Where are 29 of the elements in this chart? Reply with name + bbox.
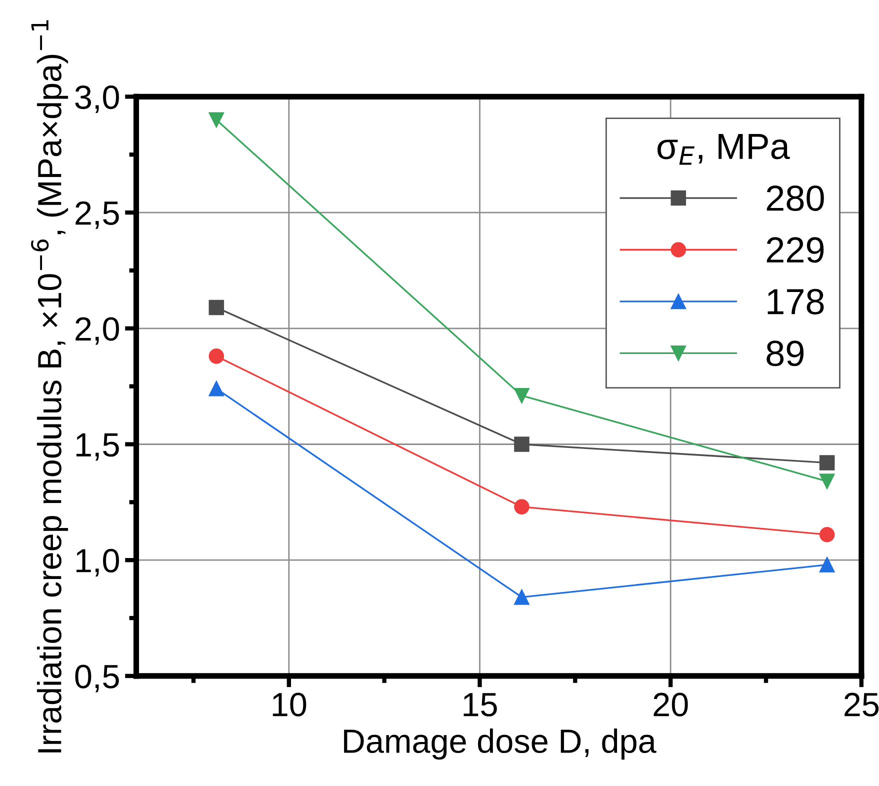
y-axis-title: Irradiation creep modulus B, ×10$^{−6}$, (MPa×dpa)$^{−1}$ <box>31 20 68 752</box>
y-tick-label: 2,0 <box>76 317 119 345</box>
point <box>819 526 835 542</box>
x-tick-label: 15 <box>464 693 497 716</box>
x-tick-label: 20 <box>654 692 688 716</box>
x-tick-label: 10 <box>272 692 306 716</box>
legend-label: 89 <box>766 340 804 366</box>
point <box>514 388 530 404</box>
point <box>208 112 224 128</box>
y-tick-label: 1,5 <box>76 433 119 461</box>
legend-label: 178 <box>768 288 824 314</box>
x-axis-title: Damage dose D, dpa <box>344 728 656 760</box>
x-tick-label: 25 <box>844 692 879 716</box>
point <box>208 348 224 364</box>
legend-label: 229 <box>766 237 824 263</box>
point <box>208 300 224 316</box>
legend-title: σ$_{E}$, MPa <box>657 134 790 165</box>
legend-label: 280 <box>766 185 824 212</box>
point <box>819 557 835 572</box>
y-tick-label: 0,5 <box>75 664 119 692</box>
y-tick-label: 1,0 <box>76 548 119 576</box>
y-tick-label: 2,5 <box>76 201 119 229</box>
point <box>514 436 530 452</box>
point <box>514 590 530 605</box>
point <box>208 380 224 396</box>
y-tick-label: 3,0 <box>75 85 119 114</box>
point <box>819 455 835 470</box>
point <box>514 499 530 514</box>
point <box>819 474 835 489</box>
